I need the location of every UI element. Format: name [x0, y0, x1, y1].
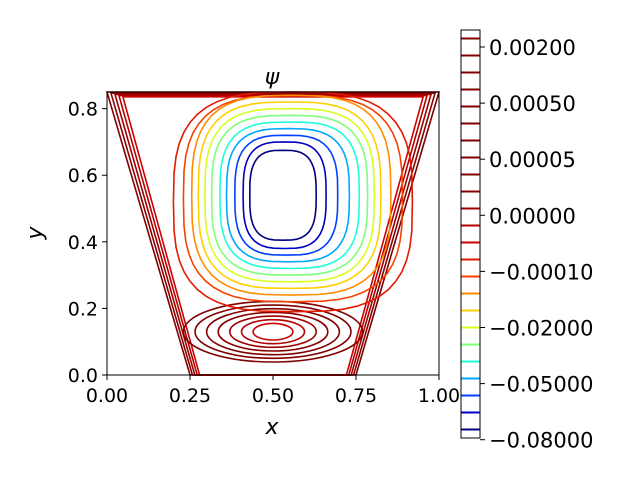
eddy-contour: [252, 322, 294, 341]
contour-line: [219, 121, 361, 270]
y-tick-label: 0.6: [68, 165, 98, 187]
contour-line: [233, 134, 339, 256]
colorbar-tick-label: 0.00050: [489, 92, 576, 116]
x-axis: 0.00 0.25 0.50 0.75 1.00: [86, 375, 460, 407]
contour-line: [172, 91, 414, 313]
eddy-contour: [194, 304, 352, 360]
colorbar-tick-label: 0.00200: [489, 36, 576, 60]
contour-line: [210, 114, 369, 276]
colorbar-tick-label: −0.00010: [489, 260, 593, 284]
colorbar-frame: [460, 29, 481, 439]
x-tick-label: 0.50: [252, 385, 294, 407]
contour-line: [190, 94, 392, 296]
x-tick-label: 0.25: [169, 385, 211, 407]
colorbar-tick-label: −0.08000: [489, 429, 593, 453]
eddy-contour: [240, 318, 306, 345]
colorbar-tick-label: 0.00000: [489, 204, 576, 228]
plot-area: [105, 91, 441, 376]
contour-line: [242, 141, 327, 250]
y-axis: 0.0 0.2 0.4 0.6 0.8: [68, 99, 107, 387]
y-tick-label: 0.2: [68, 298, 98, 320]
contour-line: [204, 107, 376, 283]
y-tick-label: 0.8: [68, 99, 98, 121]
y-tick-label: 0.0: [68, 365, 98, 387]
contour-line: [225, 127, 351, 263]
x-tick-label: 1.00: [418, 385, 460, 407]
x-axis-label: x: [264, 415, 279, 440]
y-axis-label: y: [23, 226, 48, 241]
eddy-contour: [217, 311, 329, 352]
y-tick-label: 0.4: [68, 232, 98, 254]
colorbar: 0.00200 0.00050 0.00005 0.00000 −0.00010 −0.0…: [460, 29, 593, 453]
contour-line: [248, 149, 318, 242]
eddy-contour: [229, 315, 318, 349]
colorbar-tick-label: 0.00005: [489, 148, 576, 172]
chart-title: ψ: [265, 65, 280, 90]
contour-line: [182, 94, 404, 303]
colorbar-tick-label: −0.02000: [489, 317, 593, 341]
colorbar-tick-label: −0.05000: [489, 373, 593, 397]
contour-line: [197, 101, 382, 290]
x-tick-label: 0.75: [335, 385, 377, 407]
eddy-contour: [205, 307, 341, 356]
x-tick-label: 0.00: [86, 385, 128, 407]
wall-contour: [117, 94, 429, 376]
